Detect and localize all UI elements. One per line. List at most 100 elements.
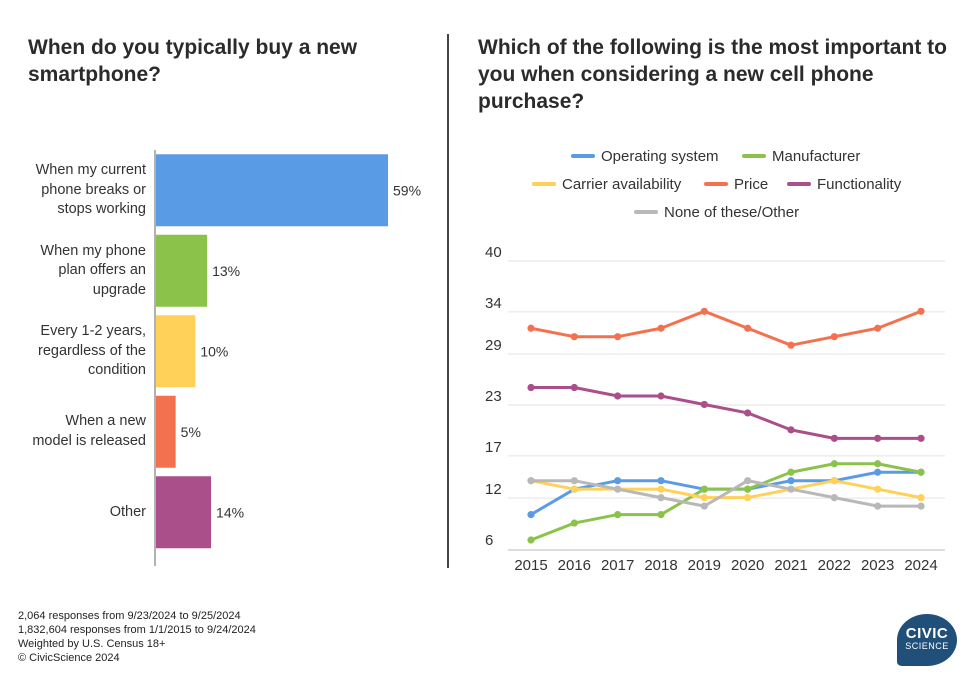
footer-notes: 2,064 responses from 9/23/2024 to 9/25/2… [18,609,256,665]
bar-value-label: 10% [200,343,228,359]
x-tick-label: 2022 [818,557,851,574]
y-tick-label: 40 [485,244,502,261]
bar-2 [156,234,208,307]
series-point [744,324,752,332]
series-point [657,485,665,493]
series-point [874,468,882,476]
bar-category-label: When a new model is released [14,412,146,451]
bar-category-label-line: Every 1-2 years, [40,323,146,339]
series-point [570,333,578,341]
bar-5 [156,476,212,549]
legend-label: Price [734,176,768,193]
x-tick-label: 2017 [601,557,634,574]
y-tick-label: 6 [485,532,493,549]
series-point [917,434,925,442]
bar-3 [156,315,196,388]
x-tick-label: 2015 [514,557,547,574]
series-point [614,333,622,341]
series-point [614,477,622,485]
bar-category-label-line: Other [109,503,146,520]
series-point [830,460,838,468]
y-tick-label: 12 [485,481,502,498]
series-point [744,494,752,502]
series-point [917,502,925,510]
y-tick-label: 29 [485,337,502,354]
series-point [700,485,708,493]
series-point [830,477,838,485]
bar-category-label-line: phone breaks or [41,181,146,198]
series-point [744,485,752,493]
x-tick-label: 2021 [774,557,807,574]
bar-category-label: When my phone plan offers an upgrade [14,242,146,301]
bar-category-label-line: condition [87,362,146,378]
series-point [614,392,622,400]
series-point [830,333,838,341]
series-point [570,383,578,392]
series-point [744,409,752,417]
x-tick-label: 2020 [731,557,764,574]
x-tick-label: 2023 [861,557,894,574]
logo-line-2: SCIENCE [905,641,949,651]
series-line-2 [530,462,922,542]
civicscience-logo: CIVIC SCIENCE [897,614,957,666]
bar-category-label-line: model is released [32,432,146,449]
series-point [527,477,535,485]
bar-value-label: 13% [212,263,240,279]
series-point [744,477,752,485]
y-tick-label: 34 [485,295,502,312]
series-point [614,510,622,519]
footer-line: 1,832,604 responses from 1/1/2015 to 9/2… [18,624,256,636]
series-point [874,502,882,510]
series-point [570,519,578,527]
bar-chart-title: When do you typically buy a new smartpho… [28,36,358,86]
x-tick-label: 2019 [688,557,721,574]
bar-category-label-line: plan offers an [58,262,146,278]
series-point [917,494,925,502]
series-line-4 [530,309,922,347]
series-point [700,494,708,502]
series-point [700,400,708,409]
y-tick-label: 23 [485,388,502,405]
series-point [570,485,578,493]
legend-label: None of these/Other [664,204,799,221]
series-point [527,383,535,392]
series-point [917,468,925,476]
bar-value-label: 14% [216,504,244,520]
logo-line-1: CIVIC [905,625,949,642]
bar-category-label-line: When a new [65,413,146,430]
bar-category-label: Every 1-2 years, regardless of the conditi… [14,322,146,381]
bar-category-label-line: When my current [35,162,146,178]
legend-label: Functionality [817,176,902,193]
series-line-3 [530,479,922,500]
x-tick-label: 2016 [558,557,591,574]
series-point [874,485,882,493]
footer-line: 2,064 responses from 9/23/2024 to 9/25/2… [18,610,241,622]
series-point [874,434,882,442]
series-point [614,485,622,493]
x-tick-label: 2024 [904,557,937,574]
y-tick-label: 17 [485,439,502,456]
legend-label: Carrier availability [562,176,682,193]
bar-category-label-line: regardless of the [37,342,146,359]
series-point [874,324,882,332]
series-point [657,392,665,400]
x-tick-label: 2018 [644,557,677,574]
series-point [830,434,838,442]
series-point [874,460,882,468]
bar-value-label: 59% [393,182,421,198]
series-point [787,485,795,493]
series-point [657,510,665,519]
series-point [657,477,665,485]
series-point [570,477,578,485]
line-chart-title: Which of the following is the most impor… [478,36,947,113]
series-point [657,494,665,502]
series-point [700,307,708,315]
bar-4 [156,395,176,468]
series-point [787,426,795,434]
series-point [787,341,795,349]
legend-label: Manufacturer [772,148,860,165]
series-line-5 [531,386,921,440]
bar-category-label-line: When my phone [40,242,146,259]
series-point [527,510,535,519]
